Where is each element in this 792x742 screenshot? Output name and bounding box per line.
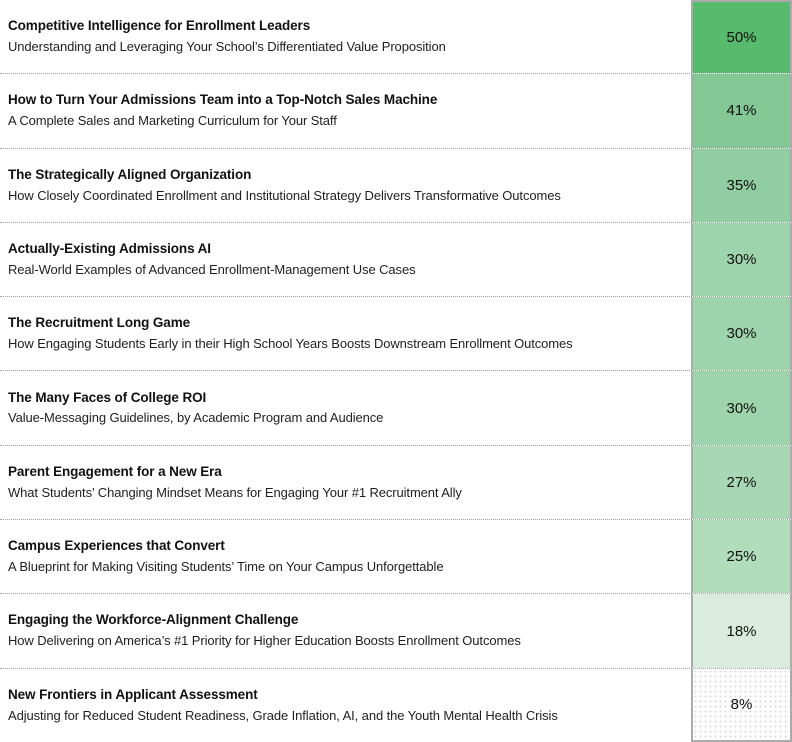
- session-title: The Many Faces of College ROI: [8, 389, 207, 405]
- interest-percent-cell: 18%: [691, 594, 792, 668]
- table-row: How to Turn Your Admissions Team into a …: [0, 74, 792, 149]
- session-text-cell: New Frontiers in Applicant Assessment Ad…: [0, 669, 691, 742]
- table-row: The Recruitment Long Game How Engaging S…: [0, 297, 792, 372]
- interest-percent-value: 8%: [730, 695, 753, 713]
- table-row: Campus Experiences that Convert A Bluepr…: [0, 520, 792, 595]
- interest-percent-cell: 30%: [691, 222, 792, 297]
- interest-percent-value: 25%: [726, 548, 757, 566]
- session-title: How to Turn Your Admissions Team into a …: [8, 92, 438, 108]
- session-title: The Recruitment Long Game: [8, 315, 191, 331]
- session-subtitle: Value-Messaging Guidelines, by Academic …: [8, 410, 384, 426]
- session-subtitle: How Engaging Students Early in their Hig…: [8, 336, 573, 352]
- session-text-cell: Parent Engagement for a New Era What Stu…: [0, 446, 691, 519]
- interest-percent-cell: 30%: [691, 297, 792, 371]
- table-row: Engaging the Workforce-Alignment Challen…: [0, 594, 792, 669]
- session-title: Competitive Intelligence for Enrollment …: [8, 18, 311, 34]
- interest-percent-cell: 25%: [691, 520, 792, 594]
- table-row: The Many Faces of College ROI Value-Mess…: [0, 371, 792, 446]
- session-text-cell: The Recruitment Long Game How Engaging S…: [0, 297, 691, 370]
- session-title: Actually-Existing Admissions AI: [8, 240, 211, 256]
- interest-percent-value: 18%: [726, 622, 757, 640]
- session-subtitle: Adjusting for Reduced Student Readiness,…: [8, 707, 558, 723]
- session-title: Parent Engagement for a New Era: [8, 463, 222, 479]
- interest-percent-value: 30%: [726, 325, 757, 343]
- table-row: Parent Engagement for a New Era What Stu…: [0, 445, 792, 521]
- interest-percent-cell: 30%: [691, 371, 792, 445]
- table-row: Actually-Existing Admissions AI Real-Wor…: [0, 222, 792, 298]
- session-subtitle: What Students’ Changing Mindset Means fo…: [8, 484, 462, 500]
- table-row: Competitive Intelligence for Enrollment …: [0, 0, 792, 75]
- session-subtitle: How Delivering on America’s #1 Priority …: [8, 633, 521, 649]
- session-text-cell: Actually-Existing Admissions AI Real-Wor…: [0, 223, 691, 296]
- session-subtitle: How Closely Coordinated Enrollment and I…: [8, 187, 561, 203]
- session-title: The Strategically Aligned Organization: [8, 166, 252, 182]
- interest-percent-cell: 8%: [691, 668, 792, 742]
- interest-percent-value: 30%: [726, 399, 757, 417]
- interest-percent-cell: 35%: [691, 148, 792, 222]
- interest-percent-cell: 50%: [691, 0, 792, 74]
- session-subtitle: A Complete Sales and Marketing Curriculu…: [8, 113, 337, 129]
- interest-percent-value: 27%: [726, 473, 757, 491]
- session-subtitle: Real-World Examples of Advanced Enrollme…: [8, 261, 416, 277]
- session-title: Engaging the Workforce-Alignment Challen…: [8, 612, 299, 628]
- interest-percent-value: 35%: [726, 176, 757, 194]
- session-text-cell: The Strategically Aligned Organization H…: [0, 149, 691, 222]
- interest-percent-cell: 41%: [691, 74, 792, 148]
- session-text-cell: How to Turn Your Admissions Team into a …: [0, 74, 691, 147]
- session-text-cell: Campus Experiences that Convert A Bluepr…: [0, 520, 691, 593]
- session-subtitle: Understanding and Leveraging Your School…: [8, 38, 446, 54]
- table-row: New Frontiers in Applicant Assessment Ad…: [0, 668, 792, 742]
- session-text-cell: The Many Faces of College ROI Value-Mess…: [0, 371, 691, 444]
- session-text-cell: Competitive Intelligence for Enrollment …: [0, 0, 691, 73]
- interest-percent-value: 41%: [726, 102, 757, 120]
- session-title: New Frontiers in Applicant Assessment: [8, 686, 258, 702]
- session-subtitle: A Blueprint for Making Visiting Students…: [8, 559, 444, 575]
- table-row: The Strategically Aligned Organization H…: [0, 148, 792, 223]
- interest-percent-value: 30%: [726, 251, 757, 269]
- interest-percent-value: 50%: [726, 29, 757, 47]
- interest-percent-cell: 27%: [691, 445, 792, 520]
- session-title: Campus Experiences that Convert: [8, 538, 225, 554]
- session-text-cell: Engaging the Workforce-Alignment Challen…: [0, 594, 691, 667]
